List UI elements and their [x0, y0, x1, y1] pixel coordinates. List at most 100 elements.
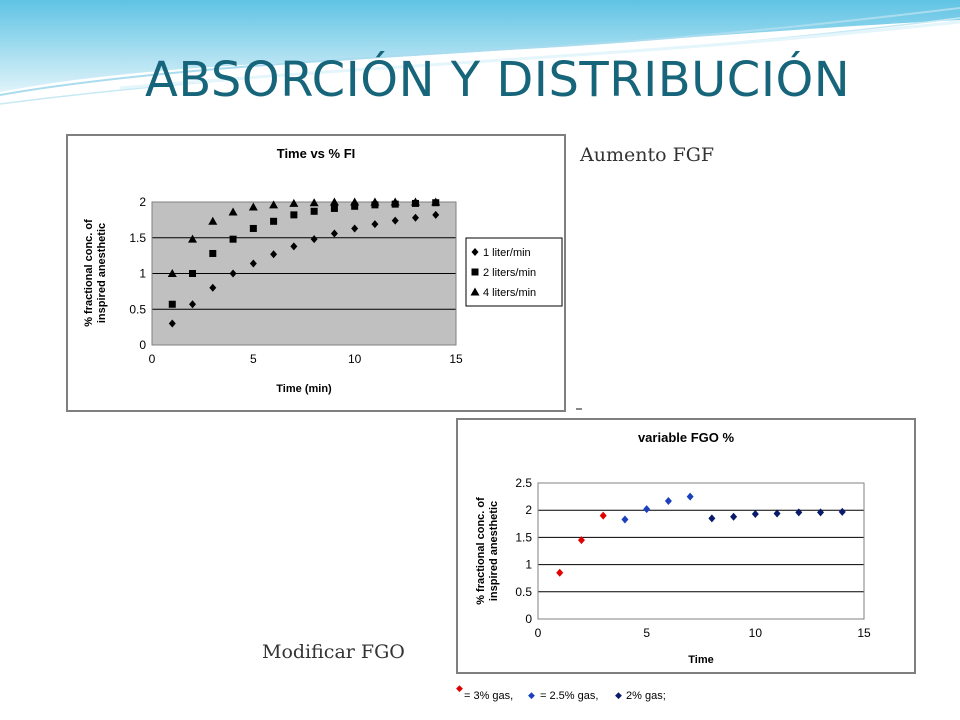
data-point-diamond	[599, 511, 607, 520]
y-tick-label: 2.5	[515, 476, 532, 490]
legend-marker-2pct: ◆	[615, 690, 622, 700]
x-tick-label: 0	[149, 352, 156, 366]
legend-label-3pct: = 3% gas,	[464, 690, 513, 702]
data-point-triangle	[208, 216, 218, 225]
data-point-diamond	[577, 536, 585, 545]
data-point-triangle	[188, 234, 198, 243]
data-point-square	[270, 217, 278, 225]
data-point-triangle	[390, 197, 400, 206]
data-point-triangle	[329, 197, 339, 206]
y-axis-title-line2: inspired anesthetic	[96, 223, 108, 323]
y-axis-title-line2: inspired anesthetic	[488, 501, 500, 601]
data-point-diamond	[730, 512, 738, 521]
legend-marker-square	[471, 268, 479, 276]
legend-marker-diamond	[471, 248, 479, 256]
data-point-diamond	[330, 229, 338, 238]
y-tick-label: 0.5	[129, 302, 146, 316]
chart-variable-fgo: variable FGO % 0 0.5 1 1.5 2 2.5 0 5 10 15 Time …	[456, 418, 916, 674]
y-tick-label: 0.5	[515, 585, 532, 599]
data-point-triangle	[228, 207, 238, 216]
legend-box	[465, 237, 563, 307]
data-point-diamond	[432, 210, 440, 219]
data-point-diamond	[411, 213, 419, 222]
chart-time-vs-fi: Time vs % FI 0 0.5 1 1.5 2 0 5 10 15 Time (min)…	[66, 134, 566, 412]
stray-dash	[576, 408, 582, 410]
y-tick-label: 1	[139, 267, 146, 281]
x-tick-label: 15	[449, 352, 463, 366]
data-point-diamond	[708, 514, 716, 523]
data-point-square	[351, 202, 359, 210]
data-point-triangle	[370, 197, 380, 206]
data-point-diamond	[751, 510, 759, 519]
data-point-diamond	[209, 283, 217, 292]
data-point-triangle	[167, 269, 177, 277]
data-point-triangle	[410, 197, 420, 206]
x-axis-title: Time (min)	[276, 383, 332, 395]
data-point-diamond	[351, 224, 359, 233]
y-tick-label: 0	[525, 612, 532, 626]
y-tick-label: 2	[139, 195, 146, 209]
plot-area	[538, 483, 864, 619]
x-tick-label: 10	[348, 352, 362, 366]
data-point-diamond	[686, 492, 694, 501]
x-tick-label: 10	[749, 626, 763, 640]
chart-title: Time vs % FI	[277, 146, 356, 161]
x-tick-label: 15	[857, 626, 871, 640]
data-point-diamond	[556, 568, 564, 577]
legend-marker-2-5pct: ◆	[528, 690, 535, 700]
data-point-diamond	[838, 507, 846, 516]
legend-label-1-liter: 1 liter/min	[483, 247, 531, 259]
data-point-triangle	[431, 197, 441, 206]
data-point-square	[330, 204, 338, 212]
data-point-diamond	[643, 505, 651, 514]
y-tick-label: 2	[525, 503, 532, 517]
plot-border	[537, 482, 865, 620]
x-tick-label: 5	[250, 352, 257, 366]
legend-label-2pct: 2% gas;	[626, 690, 666, 702]
data-point-diamond	[391, 216, 399, 225]
y-axis-title-line1: % fractional conc. of	[475, 497, 487, 605]
x-tick-label: 5	[643, 626, 650, 640]
plot-border	[151, 201, 457, 346]
chart-time-vs-fi-svg: Time vs % FI 0 0.5 1 1.5 2 0 5 10 15 Time (min)…	[83, 146, 563, 395]
chart-title: variable FGO %	[638, 430, 735, 445]
legend-label-2-5pct: = 2.5% gas,	[540, 690, 598, 702]
caption-increase-fgf: Aumento FGF	[580, 144, 715, 166]
data-point-square	[249, 224, 257, 232]
data-point-triangle	[350, 197, 360, 206]
data-point-square	[209, 249, 217, 257]
legend-label-4-liters: 4 liters/min	[483, 287, 536, 299]
y-axis-title-line1: % fractional conc. of	[83, 219, 95, 327]
data-point-triangle	[309, 198, 319, 207]
caption-modify-fgo: Modificar FGO	[262, 641, 405, 663]
data-point-diamond	[229, 269, 237, 278]
data-point-square	[290, 211, 298, 219]
data-point-diamond	[168, 319, 176, 328]
data-point-diamond	[773, 509, 781, 518]
y-tick-label: 1.5	[129, 231, 146, 245]
data-point-triangle	[289, 198, 299, 207]
data-point-diamond	[290, 242, 298, 251]
y-tick-label: 0	[139, 338, 146, 352]
slide-title: ABSORCIÓN Y DISTRIBUCIÓN	[145, 52, 851, 108]
data-point-square	[229, 235, 237, 243]
legend: 1 liter/min 2 liters/min 4 liters/min	[465, 237, 563, 307]
data-point-diamond	[310, 235, 318, 244]
fgo-legend: ◆ = 3% gas, ◆ = 2.5% gas, ◆ 2% gas;	[456, 683, 666, 702]
legend-label-2-liters: 2 liters/min	[483, 267, 536, 279]
data-point-diamond	[249, 259, 257, 268]
x-tick-label: 0	[535, 626, 542, 640]
data-point-diamond	[795, 508, 803, 517]
data-point-square	[310, 207, 318, 215]
data-point-square	[189, 270, 197, 277]
y-tick-label: 1.5	[515, 530, 532, 544]
data-point-diamond	[621, 515, 629, 524]
data-point-diamond	[371, 220, 379, 229]
y-tick-label: 1	[525, 558, 532, 572]
data-point-diamond	[270, 250, 278, 259]
data-point-diamond	[189, 300, 197, 309]
data-point-triangle	[269, 200, 279, 209]
data-point-diamond	[817, 508, 825, 517]
legend-marker-3pct: ◆	[456, 683, 463, 693]
chart-variable-fgo-svg: variable FGO % 00.511.522.5 0 5 10 15 Time …	[475, 430, 871, 666]
